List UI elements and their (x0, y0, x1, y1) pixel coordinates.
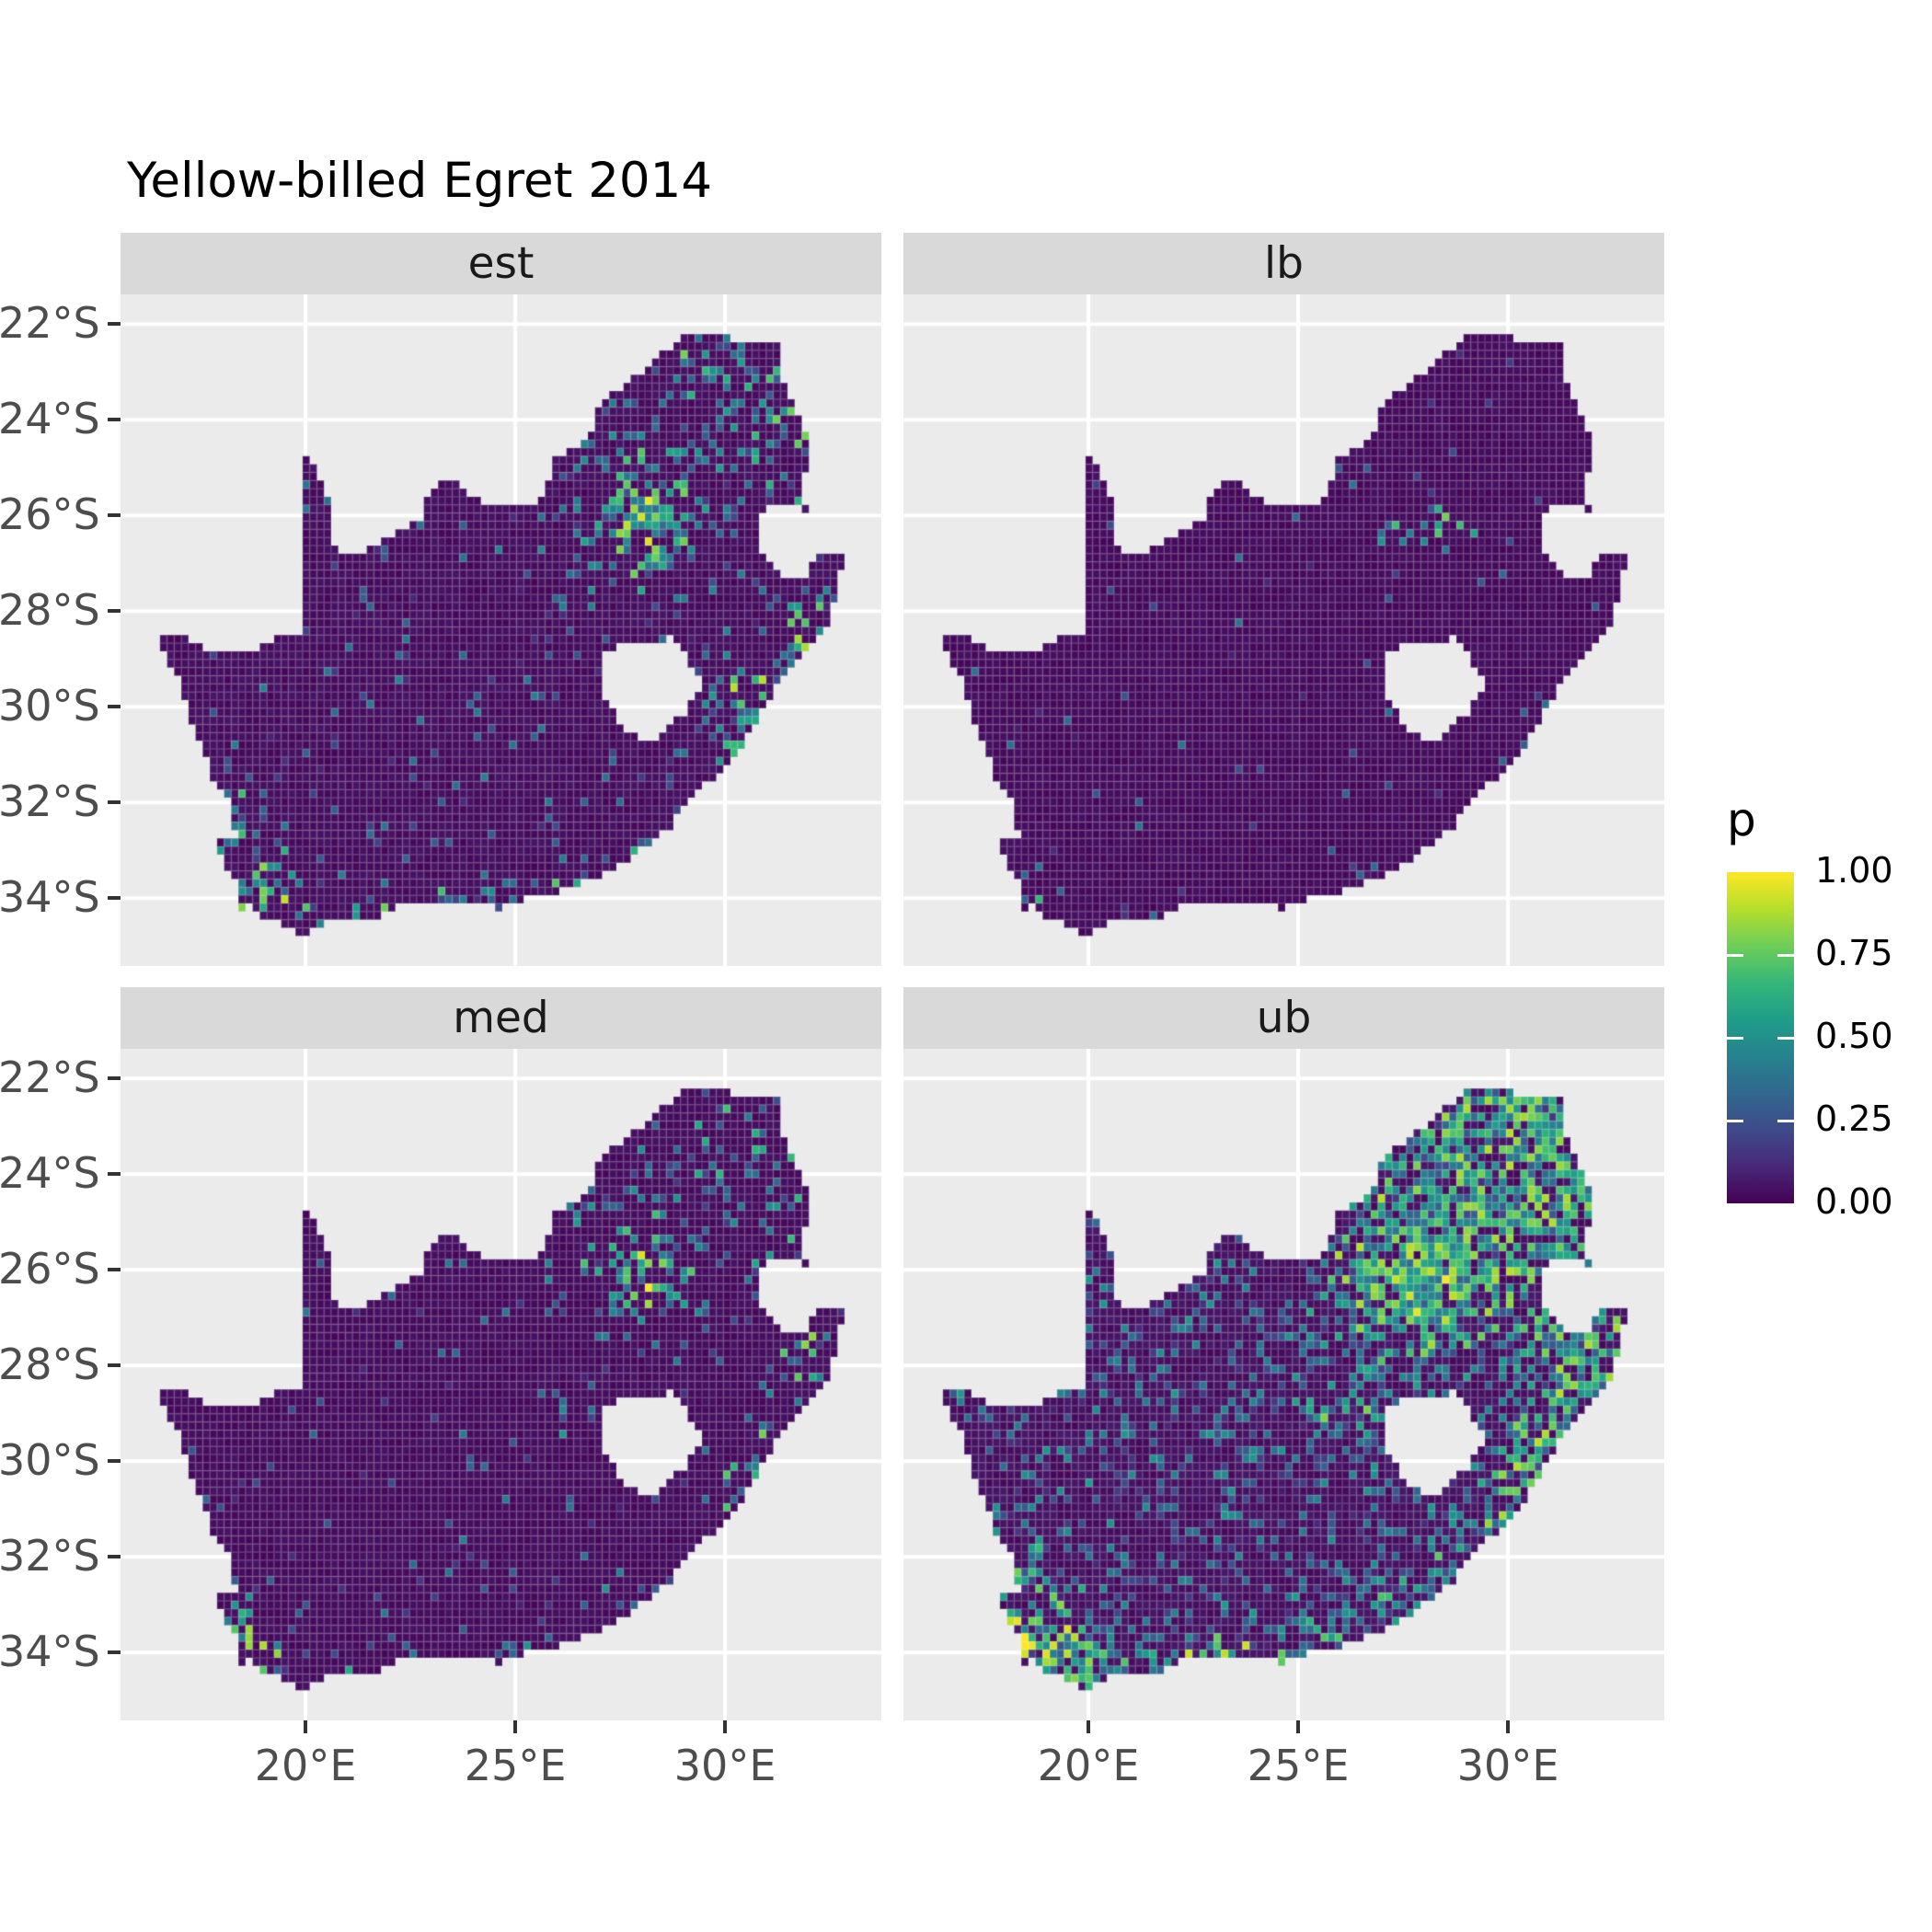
x-tick-label: 20°E (254, 1741, 357, 1790)
legend-tick (1777, 1037, 1794, 1040)
y-tick (108, 418, 121, 422)
x-tick (513, 1720, 518, 1733)
facet-strip-label: est (467, 238, 535, 289)
y-tick (108, 800, 121, 805)
facet-strip-label: med (453, 993, 549, 1043)
y-tick (108, 1172, 121, 1177)
y-tick-label: 32°S (0, 776, 100, 827)
facet-strip-label: ub (1256, 993, 1312, 1043)
legend-tick-label: 0.00 (1815, 1181, 1893, 1222)
y-tick (108, 1555, 121, 1559)
x-tick-label: 25°E (464, 1741, 567, 1790)
y-tick (108, 1459, 121, 1464)
y-tick (108, 1268, 121, 1272)
x-tick (1087, 1720, 1091, 1733)
y-tick (108, 896, 121, 901)
panel-med (121, 1049, 881, 1720)
plot-title: Yellow-billed Egret 2014 (127, 153, 713, 209)
y-tick-label: 22°S (0, 1052, 100, 1103)
facet-strip-est: est (121, 233, 881, 294)
panel-est (121, 294, 881, 966)
y-tick (108, 1076, 121, 1081)
y-tick (108, 1650, 121, 1655)
y-tick-label: 22°S (0, 298, 100, 349)
x-tick-label: 20°E (1037, 1741, 1140, 1790)
y-tick-label: 32°S (0, 1531, 100, 1581)
x-tick-label: 25°E (1247, 1741, 1350, 1790)
map-ub (903, 1049, 1664, 1720)
y-tick-label: 30°S (0, 681, 100, 731)
facet-strip-med: med (121, 987, 881, 1049)
y-tick (108, 322, 121, 327)
legend-tick (1777, 1120, 1794, 1122)
facet-strip-ub: ub (903, 987, 1664, 1049)
legend-tick-label: 0.75 (1815, 933, 1893, 973)
y-tick-label: 34°S (0, 1627, 100, 1677)
y-tick (108, 705, 121, 709)
y-tick-label: 34°S (0, 872, 100, 923)
x-tick-label: 30°E (1456, 1741, 1559, 1790)
legend-tick-label: 0.50 (1815, 1016, 1893, 1056)
legend-title: p (1727, 793, 1756, 846)
facet-strip-lb: lb (903, 233, 1664, 294)
legend-tick (1727, 954, 1743, 957)
y-tick-label: 26°S (0, 489, 100, 540)
panel-lb (903, 294, 1664, 966)
y-tick-label: 24°S (0, 1148, 100, 1199)
x-tick (1296, 1720, 1301, 1733)
map-lb (903, 294, 1664, 966)
map-med (121, 1049, 881, 1720)
y-tick-label: 28°S (0, 585, 100, 636)
legend-tick-label: 0.25 (1815, 1098, 1893, 1139)
y-tick-label: 24°S (0, 394, 100, 444)
x-tick-label: 30°E (673, 1741, 776, 1790)
y-tick (108, 609, 121, 614)
x-tick (304, 1720, 308, 1733)
y-tick (108, 513, 121, 518)
legend-tick (1777, 954, 1794, 957)
y-tick-label: 26°S (0, 1244, 100, 1294)
y-tick-label: 30°S (0, 1435, 100, 1486)
map-est (121, 294, 881, 966)
y-tick (108, 1363, 121, 1368)
x-tick (1506, 1720, 1511, 1733)
x-tick (723, 1720, 728, 1733)
legend-tick-label: 1.00 (1815, 850, 1893, 891)
panel-ub (903, 1049, 1664, 1720)
y-tick-label: 28°S (0, 1340, 100, 1390)
facet-strip-label: lb (1264, 238, 1304, 289)
legend-tick (1727, 1120, 1743, 1122)
legend-tick (1727, 1037, 1743, 1040)
